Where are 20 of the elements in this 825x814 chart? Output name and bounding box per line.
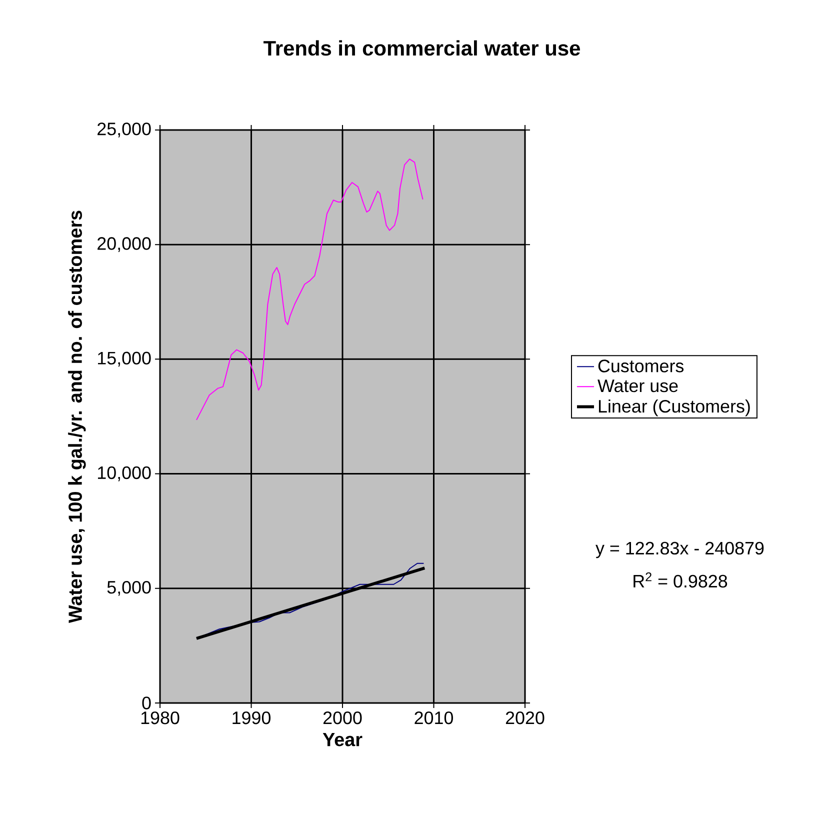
y-tick-label: 25,000 — [98, 122, 151, 138]
y-tick-label: 0 — [142, 696, 151, 710]
x-tick-label: 2000 — [323, 711, 362, 724]
x-tick-label: 2010 — [414, 711, 453, 724]
legend-label: Customers — [598, 360, 684, 372]
y-tick-label: 15,000 — [98, 352, 151, 367]
y-axis-title: Water use, 100 k gal./yr. and no. of customers — [68, 210, 86, 624]
text: y = 122.83x - 240879 — [596, 542, 764, 558]
x-tick-label: 2020 — [506, 711, 544, 724]
legend-label: Water use — [598, 380, 678, 392]
legend-label: Linear (Customers) — [598, 399, 750, 416]
y-tick-label: 5,000 — [107, 580, 151, 596]
x-axis-title: Year — [322, 733, 362, 746]
text: R$^{2}$ = 0.9828 — [634, 572, 728, 588]
y-tick-label: 10,000 — [98, 466, 151, 482]
x-tick-label: 1990 — [232, 711, 271, 724]
line-series — [196, 158, 424, 420]
x-tick-label: 1980 — [141, 711, 180, 724]
y-tick-label: 20,000 — [98, 237, 151, 252]
chart-title: Trends in commercial water use — [264, 40, 580, 56]
